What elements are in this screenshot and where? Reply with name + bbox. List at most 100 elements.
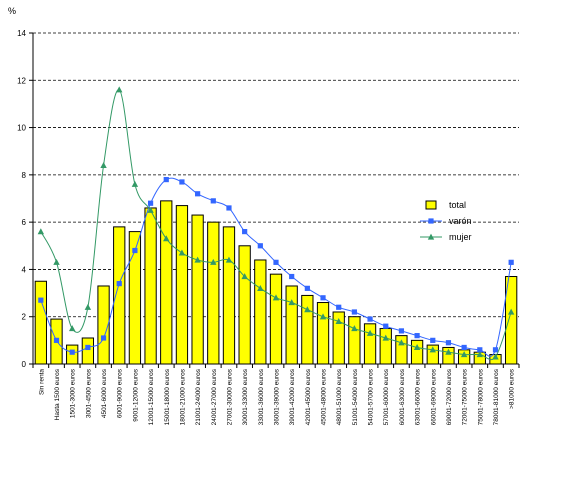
bar-total-17 [301,294,314,365]
marker-varón-24 [414,333,420,339]
bar-total-10 [191,214,204,365]
marker-mujer-25 [429,346,436,353]
bar-total-11 [207,221,220,365]
bar-total-9 [175,205,189,365]
marker-varón-11 [210,198,216,204]
y-axis-unit-label: % [8,6,16,16]
marker-mujer-10 [194,256,201,263]
bar-total-15 [269,273,283,365]
marker-varón-21 [367,316,373,322]
marker-varón-19 [336,304,342,310]
marker-varón-26 [445,340,452,346]
legend-swatch-total [425,200,437,210]
category-label-10: 21001-24000 euros [195,368,202,425]
category-label-27: 72001-75000 euros [462,368,469,425]
y-tick-label-12: 12 [17,76,26,85]
y-tick-label-14: 14 [17,29,26,38]
marker-varón-25 [430,337,436,343]
bar-total-22 [379,328,392,365]
category-label-1: Hasta 1500 euros [54,368,61,420]
category-label-12: 27001-30000 euros [226,368,233,425]
marker-mujer-15 [272,294,280,301]
marker-varón-7 [147,200,154,206]
marker-varón-23 [398,328,405,334]
category-label-25: 66001-69000 euros [430,368,437,425]
category-label-26: 69001-72000 euros [446,368,453,425]
marker-varón-28 [477,347,483,353]
marker-mujer-24 [413,344,421,351]
category-label-29: 78001-81000 euros [493,368,500,425]
axes [29,32,520,368]
marker-varón-8 [163,176,169,183]
bar-total-3 [81,337,95,365]
legend: total varón mujer [420,200,472,242]
category-label-3: 3001-4500 euros [85,368,92,418]
bar-total-18 [316,302,330,365]
marker-mujer-21 [366,329,374,336]
marker-mujer-12 [225,256,233,263]
marker-varón-22 [383,323,389,329]
marker-mujer-13 [241,273,248,280]
marker-mujer-26 [445,348,452,355]
category-label-15: 36001-39000 euros [274,368,281,425]
marker-mujer-17 [304,306,311,313]
marker-mujer-28 [476,351,484,358]
marker-varón-14 [257,243,263,249]
marker-varón-5 [116,281,122,287]
legend-marker-varón [428,218,434,224]
marker-mujer-14 [257,284,264,291]
bar-total-8 [160,200,173,365]
category-label-7: 12001-15000 euros [148,368,155,425]
y-tick-label-0: 0 [22,360,27,369]
marker-mujer-8 [163,235,170,242]
marker-mujer-2 [68,325,76,332]
y-tick-label-6: 6 [22,218,27,227]
category-label-24: 63001-66000 euros [415,368,422,425]
category-labels: Sin renta Hasta 1500 euros 1501-3000 euros… [38,368,515,425]
bar-total-0 [34,280,47,365]
category-label-2: 1501-3000 euros [70,368,77,418]
legend-label-total: total [449,200,466,210]
y-tick-labels: 0 2 4 6 8 10 12 14 [17,29,26,369]
marker-varón-18 [320,295,326,301]
marker-mujer-19 [335,318,342,325]
category-label-0: Sin renta [38,369,45,395]
marker-mujer-20 [351,325,358,332]
marker-mujer-18 [319,313,327,320]
category-label-4: 4501-6000 euros [101,368,108,418]
category-label-14: 33001-36000 euros [258,368,265,425]
marker-mujer-5 [116,86,123,93]
category-label-19: 48001-51000 euros [336,368,343,425]
legend-marker-mujer [427,233,435,240]
bar-total-7 [144,207,157,365]
category-label-5: 6001-9000 euros [117,368,124,418]
marker-varón-15 [273,259,279,265]
marker-varón-4 [100,335,107,341]
marker-mujer-4 [100,162,107,168]
bar-total-12 [222,226,236,365]
category-label-21: 54001-57000 euros [368,368,375,425]
y-tick-label-10: 10 [17,124,26,133]
marker-varón-1 [53,337,60,343]
category-label-28: 75001-78000 euros [477,368,484,425]
category-label-22: 57001-60000 euros [383,368,390,425]
marker-mujer-22 [382,334,389,341]
bar-total-24 [410,339,424,365]
category-label-11: 24001-27000 euros [211,368,218,425]
marker-mujer-3 [84,303,92,310]
category-label-17: 42001-45000 euros [305,368,312,425]
category-label-30: >81000 euros [509,368,516,409]
bars-total [34,200,518,365]
marker-mujer-29 [492,353,499,360]
y-tick-label-8: 8 [22,171,27,180]
category-label-8: 15001-18000 euros [164,368,171,425]
marker-varón-29 [492,347,499,353]
category-label-20: 51001-54000 euros [352,368,359,425]
category-label-23: 60001-63000 euros [399,368,406,425]
bar-total-13 [238,245,251,365]
marker-mujer-30 [507,308,515,315]
marker-mujer-11 [210,258,217,265]
marker-varón-12 [226,205,232,211]
marker-varón-10 [195,191,201,197]
